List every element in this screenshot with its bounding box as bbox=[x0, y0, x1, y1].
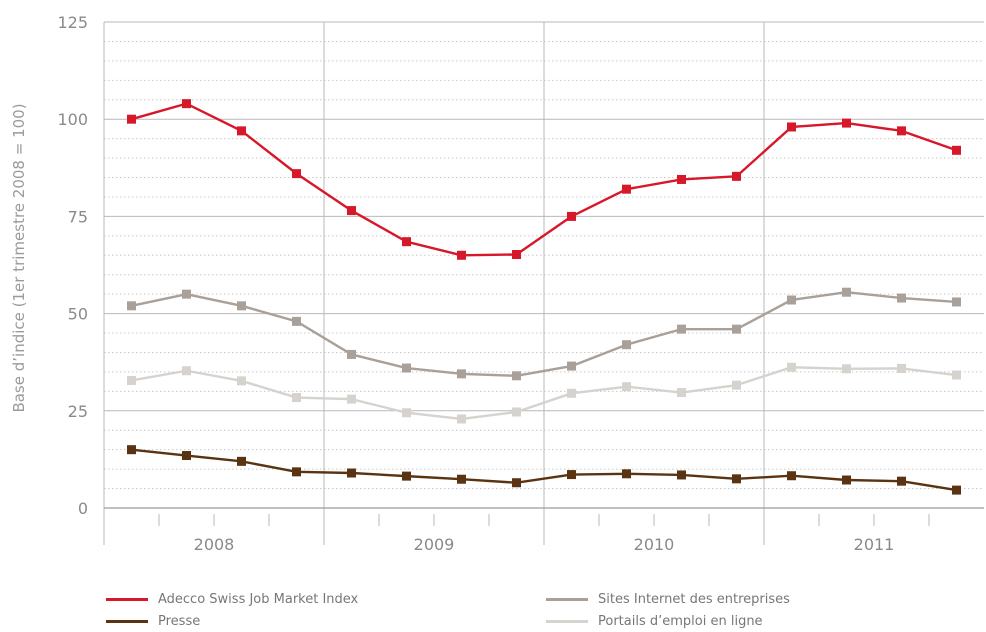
data-point bbox=[732, 324, 741, 334]
data-point bbox=[897, 476, 906, 486]
data-point bbox=[677, 470, 686, 480]
data-point bbox=[622, 382, 631, 392]
data-point bbox=[842, 118, 851, 128]
y-tick-label: 125 bbox=[57, 13, 88, 32]
data-point bbox=[347, 468, 356, 478]
series-line bbox=[131, 102, 957, 257]
series-line bbox=[131, 291, 957, 378]
data-point bbox=[182, 99, 191, 109]
data-point bbox=[292, 467, 301, 477]
data-point bbox=[457, 250, 466, 260]
data-point bbox=[732, 474, 741, 484]
data-point bbox=[732, 171, 741, 181]
data-point bbox=[237, 126, 246, 136]
data-point bbox=[237, 376, 246, 386]
data-point bbox=[897, 126, 906, 136]
data-point bbox=[182, 366, 191, 376]
data-point bbox=[622, 340, 631, 350]
data-point bbox=[182, 451, 191, 461]
data-point bbox=[512, 250, 521, 260]
data-point bbox=[402, 237, 411, 247]
data-point bbox=[622, 469, 631, 479]
data-point bbox=[292, 316, 301, 326]
x-tick-label-year: 2009 bbox=[414, 535, 455, 554]
data-point bbox=[787, 362, 796, 372]
data-point bbox=[347, 394, 356, 404]
x-tick-label-year: 2010 bbox=[634, 535, 675, 554]
y-tick-label: 75 bbox=[68, 207, 88, 226]
data-point bbox=[842, 364, 851, 374]
data-point bbox=[237, 456, 246, 466]
series-line bbox=[131, 448, 957, 492]
data-point bbox=[732, 380, 741, 390]
y-tick-label: 50 bbox=[68, 305, 88, 324]
data-point bbox=[787, 122, 796, 132]
data-point bbox=[182, 289, 191, 299]
data-point bbox=[127, 301, 136, 311]
data-point bbox=[127, 114, 136, 124]
data-point bbox=[457, 474, 466, 484]
grid bbox=[103, 21, 984, 545]
series-3 bbox=[127, 445, 961, 495]
data-point bbox=[292, 169, 301, 179]
data-point bbox=[512, 371, 521, 381]
x-tick-label-year: 2011 bbox=[854, 535, 895, 554]
x-axis: 2008 2009 2010 2011 bbox=[158, 514, 930, 554]
series-1 bbox=[127, 287, 961, 381]
data-point bbox=[127, 375, 136, 385]
data-point bbox=[897, 293, 906, 303]
series-0 bbox=[127, 99, 961, 260]
data-point bbox=[677, 388, 686, 398]
data-point bbox=[347, 349, 356, 359]
data-point bbox=[457, 369, 466, 379]
y-axis-ticks: 0 25 50 75 100 125 bbox=[57, 13, 88, 518]
y-axis-label: Base d’indice (1er trimestre 2008 = 100) bbox=[10, 103, 28, 412]
data-point bbox=[567, 361, 576, 371]
series-line bbox=[131, 366, 957, 421]
data-point bbox=[677, 174, 686, 184]
data-point bbox=[567, 211, 576, 221]
data-point bbox=[347, 206, 356, 216]
x-tick-label-year: 2008 bbox=[194, 535, 235, 554]
data-point bbox=[292, 393, 301, 403]
series-layer bbox=[127, 99, 961, 495]
data-point bbox=[952, 145, 961, 155]
data-point bbox=[622, 184, 631, 194]
data-point bbox=[237, 301, 246, 311]
data-point bbox=[952, 297, 961, 307]
y-tick-label: 100 bbox=[57, 110, 88, 129]
data-point bbox=[402, 471, 411, 481]
y-tick-label: 25 bbox=[68, 402, 88, 421]
data-point bbox=[787, 295, 796, 305]
data-point bbox=[897, 363, 906, 373]
data-point bbox=[512, 478, 521, 488]
data-point bbox=[952, 485, 961, 495]
data-point bbox=[952, 370, 961, 380]
data-point bbox=[567, 470, 576, 480]
data-point bbox=[457, 414, 466, 424]
data-point bbox=[842, 475, 851, 485]
data-point bbox=[127, 445, 136, 455]
data-point bbox=[402, 363, 411, 373]
data-point bbox=[567, 388, 576, 398]
data-point bbox=[512, 407, 521, 417]
data-point bbox=[842, 287, 851, 297]
series-2 bbox=[127, 362, 961, 424]
data-point bbox=[787, 471, 796, 481]
data-point bbox=[402, 408, 411, 418]
data-point bbox=[677, 324, 686, 334]
y-tick-label: 0 bbox=[78, 499, 88, 518]
